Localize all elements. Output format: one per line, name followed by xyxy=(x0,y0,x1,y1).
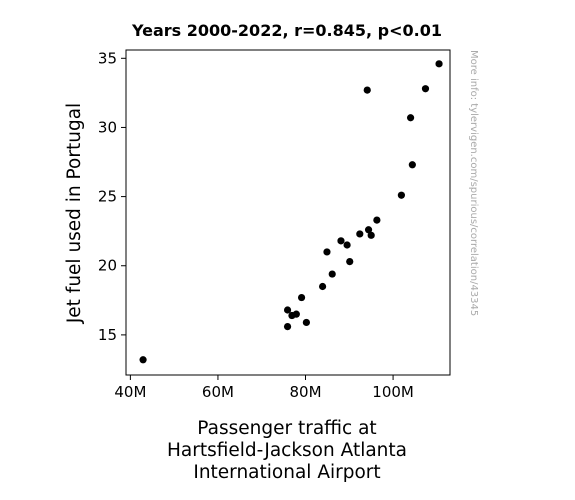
data-point xyxy=(373,216,381,224)
data-point xyxy=(356,230,364,238)
x-axis-label-line-2: Hartsfield-Jackson Atlanta xyxy=(167,440,407,461)
data-point xyxy=(346,257,354,266)
y-tick-label: 15 xyxy=(98,326,117,344)
x-tick-label: 100M xyxy=(372,383,414,401)
y-tick-label: 30 xyxy=(98,118,117,136)
data-point xyxy=(421,85,430,93)
data-point xyxy=(343,241,351,249)
data-point xyxy=(397,191,405,199)
data-point xyxy=(297,293,306,302)
data-point xyxy=(139,356,147,364)
data-point xyxy=(367,231,375,239)
data-point xyxy=(318,282,327,291)
y-axis-label: Jet fuel used in Portugal xyxy=(64,103,85,324)
data-point xyxy=(323,248,331,256)
x-axis-label-line-3: International Airport xyxy=(193,462,380,483)
data-point xyxy=(363,86,371,94)
data-point xyxy=(435,60,443,68)
y-tick-label: 20 xyxy=(98,257,117,275)
plot-area: 40M 60M 80M 100M 15 20 25 30 35 xyxy=(98,49,451,401)
data-point xyxy=(302,318,310,327)
data-point xyxy=(292,310,300,318)
data-point xyxy=(408,161,416,169)
x-axis-label-line-1: Passenger traffic at xyxy=(197,418,376,439)
x-tick-label: 80M xyxy=(289,383,321,401)
watermark-text: More info: tylervigen.com/spurious/corre… xyxy=(468,50,479,316)
data-point xyxy=(283,306,292,314)
data-point xyxy=(328,270,336,278)
x-tick-label: 40M xyxy=(114,383,146,401)
data-point xyxy=(337,237,345,245)
data-point xyxy=(364,226,373,234)
y-tick-label: 35 xyxy=(98,49,117,67)
data-point xyxy=(406,114,415,122)
chart-title: Years 2000-2022, r=0.845, p<0.01 xyxy=(131,21,442,40)
plot-frame xyxy=(125,49,451,376)
data-point xyxy=(283,322,292,331)
x-tick-label: 60M xyxy=(202,383,234,401)
y-tick-label: 25 xyxy=(98,188,117,206)
